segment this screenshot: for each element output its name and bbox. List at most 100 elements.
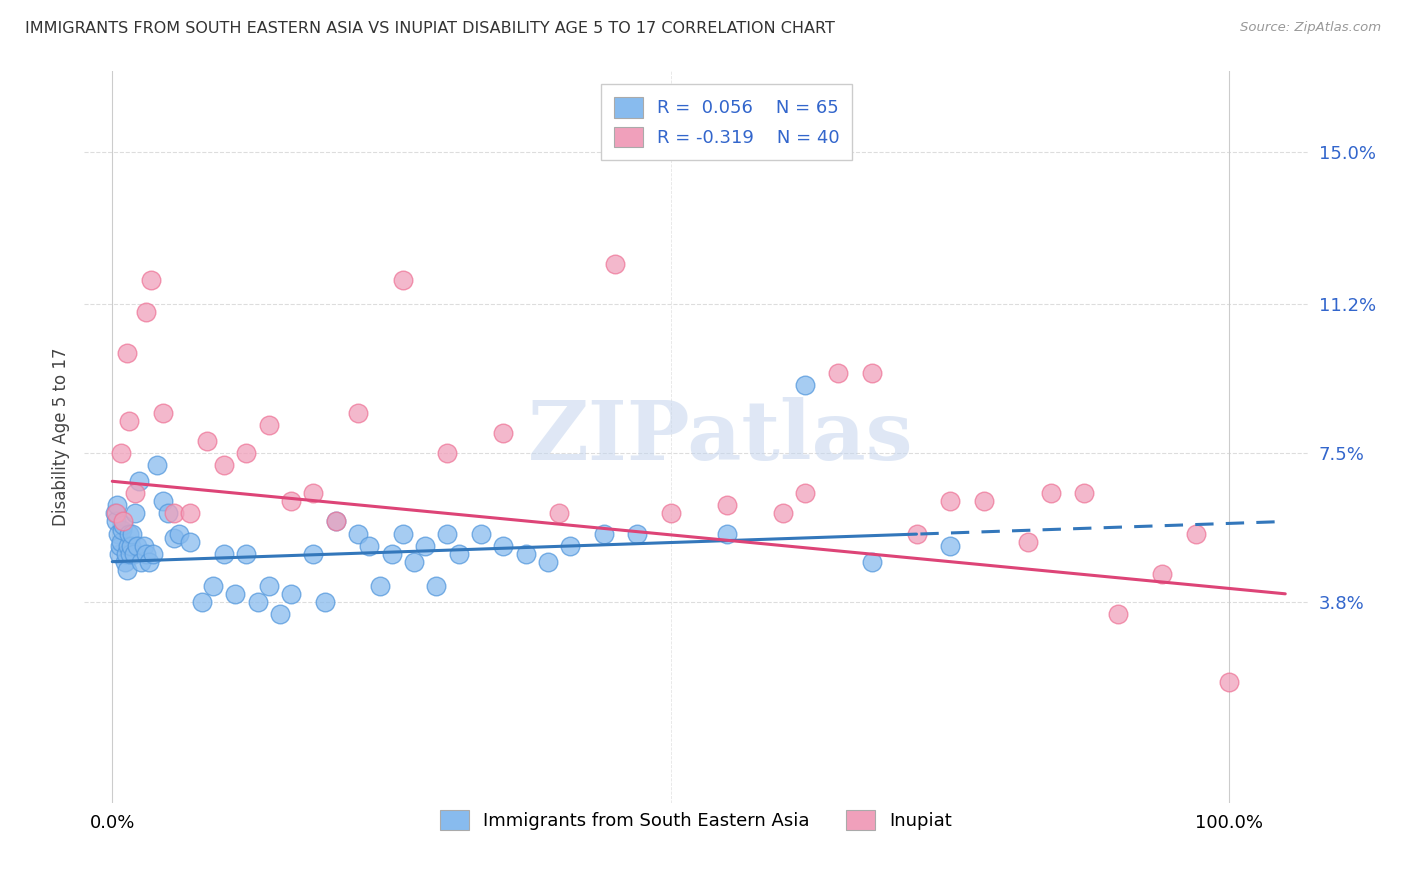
Point: [114, 547, 136, 561]
Point: [235, 446, 257, 460]
Point: [603, 257, 626, 271]
Point: [146, 458, 169, 473]
Point: [103, 507, 125, 521]
Point: [793, 486, 815, 500]
Point: [246, 595, 269, 609]
Point: [105, 499, 128, 513]
Point: [104, 515, 127, 529]
Point: [436, 446, 458, 460]
Point: [152, 494, 174, 508]
Point: [359, 539, 381, 553]
Point: [391, 273, 413, 287]
Point: [425, 579, 447, 593]
Point: [163, 531, 186, 545]
Point: [436, 526, 458, 541]
Point: [169, 526, 191, 541]
Point: [235, 547, 257, 561]
Point: [110, 446, 132, 460]
Point: [110, 534, 132, 549]
Point: [179, 534, 201, 549]
Point: [302, 486, 325, 500]
Point: [515, 547, 537, 561]
Point: [118, 414, 141, 428]
Point: [152, 406, 174, 420]
Point: [325, 515, 347, 529]
Point: [212, 458, 235, 473]
Point: [370, 579, 392, 593]
Point: [1185, 526, 1208, 541]
Point: [1152, 566, 1174, 581]
Point: [112, 515, 135, 529]
Point: [548, 507, 571, 521]
Point: [201, 579, 224, 593]
Point: [347, 406, 370, 420]
Point: [108, 547, 131, 561]
Point: [827, 366, 849, 380]
Point: [212, 547, 235, 561]
Point: [107, 526, 129, 541]
Point: [716, 526, 738, 541]
Point: [302, 547, 325, 561]
Point: [1039, 486, 1062, 500]
Point: [325, 515, 347, 529]
Point: [125, 539, 148, 553]
Point: [560, 539, 582, 553]
Point: [135, 547, 157, 561]
Point: [257, 417, 280, 432]
Point: [111, 523, 134, 537]
Point: [124, 507, 146, 521]
Point: [121, 526, 143, 541]
Point: [138, 555, 160, 569]
Point: [269, 607, 291, 621]
Point: [973, 494, 995, 508]
Point: [118, 526, 141, 541]
Point: [470, 526, 492, 541]
Point: [1073, 486, 1095, 500]
Point: [447, 547, 470, 561]
Point: [157, 507, 180, 521]
Text: IMMIGRANTS FROM SOUTH EASTERN ASIA VS INUPIAT DISABILITY AGE 5 TO 17 CORRELATION: IMMIGRANTS FROM SOUTH EASTERN ASIA VS IN…: [25, 21, 835, 37]
Text: Source: ZipAtlas.com: Source: ZipAtlas.com: [1240, 21, 1381, 35]
Point: [592, 526, 614, 541]
Point: [402, 555, 425, 569]
Point: [626, 526, 648, 541]
Point: [141, 547, 163, 561]
Point: [860, 555, 883, 569]
Point: [413, 539, 436, 553]
Point: [905, 526, 928, 541]
Point: [195, 434, 218, 449]
Point: [257, 579, 280, 593]
Point: [124, 486, 146, 500]
Point: [108, 539, 131, 553]
Text: ZIPatlas: ZIPatlas: [527, 397, 912, 477]
Point: [117, 539, 139, 553]
Point: [115, 563, 138, 577]
Point: [135, 305, 157, 319]
Point: [112, 518, 135, 533]
Point: [380, 547, 402, 561]
Point: [492, 539, 515, 553]
Point: [347, 526, 370, 541]
Point: [115, 345, 138, 359]
Point: [128, 475, 150, 489]
Point: [179, 507, 201, 521]
Point: [1107, 607, 1129, 621]
Point: [1218, 675, 1240, 690]
Legend: Immigrants from South Eastern Asia, Inupiat: Immigrants from South Eastern Asia, Inup…: [429, 799, 963, 841]
Point: [141, 273, 163, 287]
Point: [131, 555, 153, 569]
Point: [280, 494, 302, 508]
Point: [120, 547, 142, 561]
Point: [391, 526, 413, 541]
Point: [772, 507, 794, 521]
Point: [537, 555, 560, 569]
Point: [280, 587, 302, 601]
Point: [939, 494, 962, 508]
Point: [104, 507, 127, 521]
Point: [492, 425, 515, 440]
Point: [659, 507, 682, 521]
Point: [120, 539, 142, 553]
Point: [793, 377, 815, 392]
Point: [314, 595, 336, 609]
Point: [1017, 534, 1039, 549]
